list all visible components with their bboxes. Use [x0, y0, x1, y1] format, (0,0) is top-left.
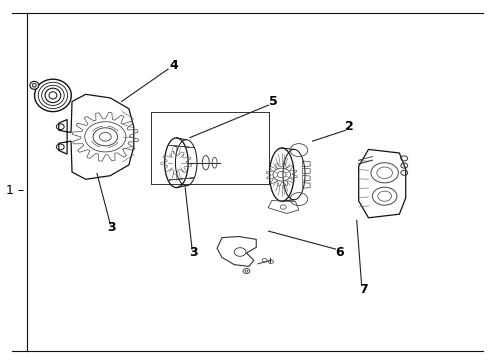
Text: 1 –: 1 – [6, 184, 24, 197]
Text: 6: 6 [335, 246, 343, 259]
Text: 4: 4 [170, 59, 178, 72]
Text: 3: 3 [107, 221, 116, 234]
Text: 5: 5 [269, 95, 278, 108]
Ellipse shape [30, 81, 39, 89]
Text: 7: 7 [359, 283, 368, 296]
Text: 3: 3 [189, 246, 198, 259]
Text: 2: 2 [344, 120, 353, 133]
